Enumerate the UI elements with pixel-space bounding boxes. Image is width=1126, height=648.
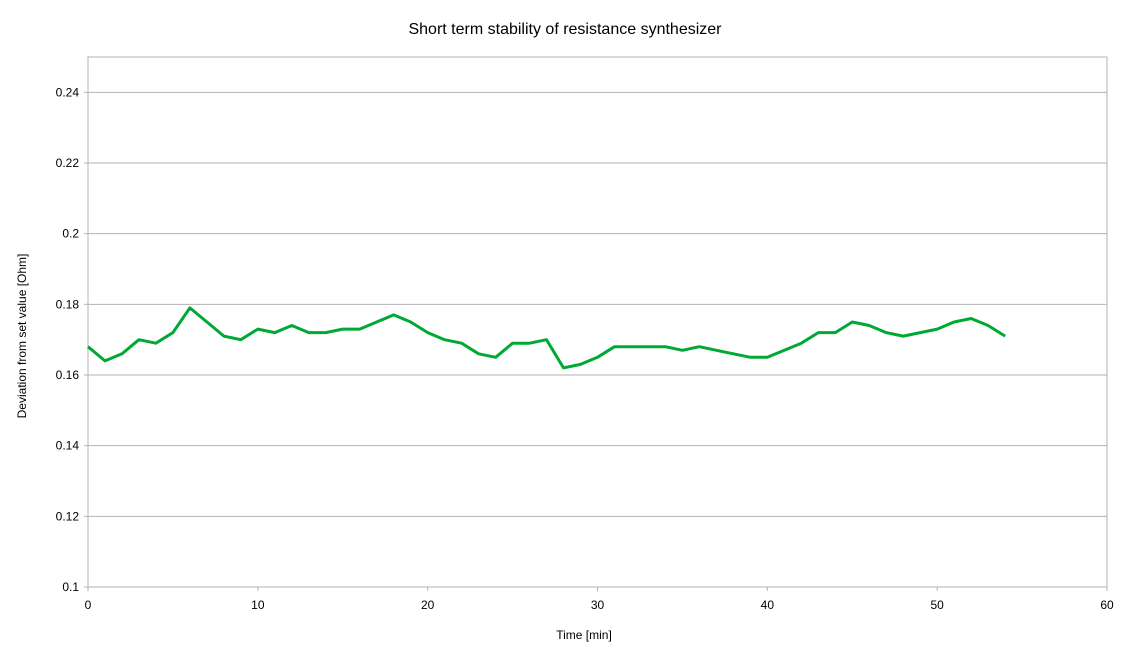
x-axis: 0 10 20 30 40 50 60 (85, 587, 1114, 612)
grid-lines (88, 91, 1107, 588)
y-tick-label: 0.12 (56, 509, 80, 523)
x-axis-label: Time [min] (556, 628, 612, 642)
y-axis-label: Deviation from set value [Ohm] (15, 254, 29, 419)
series-line (87, 306, 1006, 370)
series-group (87, 306, 1006, 370)
x-tick-label: 60 (1100, 598, 1114, 612)
x-tick-label: 40 (761, 598, 775, 612)
y-tick-label: 0.2 (62, 227, 79, 241)
x-tick-label: 50 (930, 598, 944, 612)
y-tick-label: 0.1 (62, 580, 79, 594)
y-tick-label: 0.24 (56, 85, 80, 99)
y-tick-label: 0.18 (56, 297, 80, 311)
y-tick-label: 0.14 (56, 439, 80, 453)
x-tick-label: 10 (251, 598, 265, 612)
x-tick-label: 20 (421, 598, 435, 612)
x-tick-label: 0 (85, 598, 92, 612)
x-tick-label: 30 (591, 598, 605, 612)
chart-title: Short term stability of resistance synth… (408, 21, 722, 38)
y-axis: 0.1 0.12 0.14 0.16 0.18 0.2 0.22 0.24 (56, 85, 88, 594)
y-tick-label: 0.22 (56, 156, 80, 170)
y-tick-label: 0.16 (56, 368, 80, 382)
